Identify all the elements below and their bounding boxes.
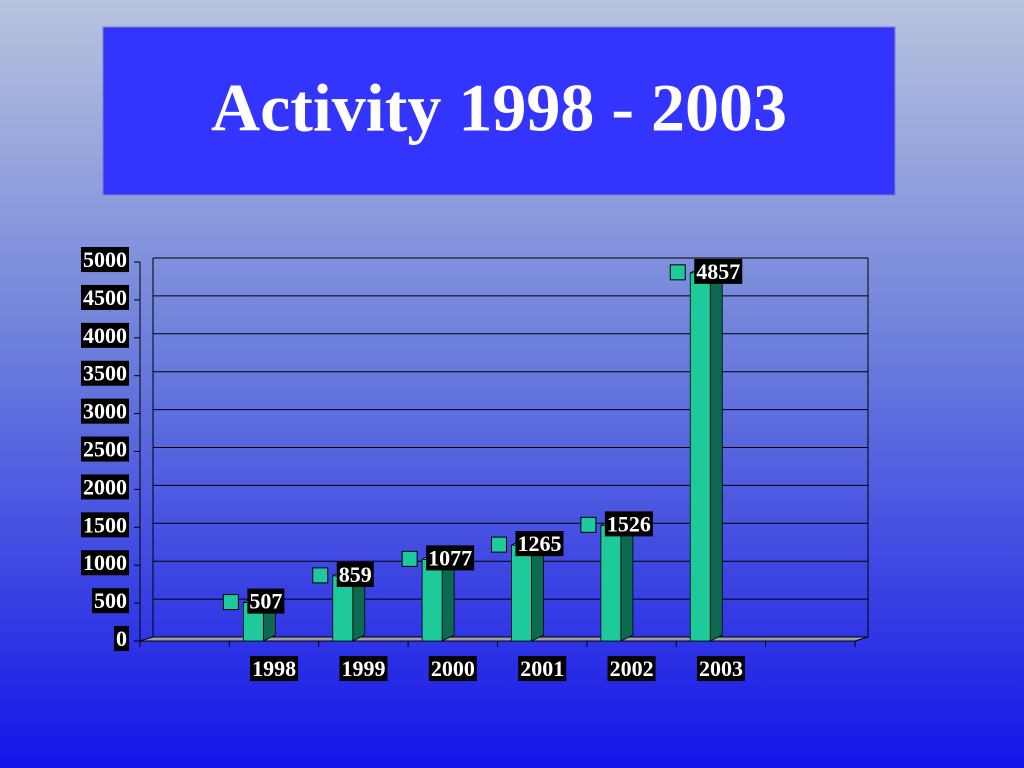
value-key	[222, 594, 239, 611]
bar	[511, 544, 532, 642]
value-key	[401, 550, 418, 567]
value-label: 1077	[428, 545, 472, 570]
chart-title: Activity 1998 - 2003	[211, 70, 787, 146]
x-tick-label-box	[518, 656, 567, 682]
y-tick-label-box	[81, 436, 129, 462]
y-tick-label: 2500	[83, 437, 127, 462]
y-tick-label-box	[81, 398, 129, 424]
value-label: 4857	[696, 259, 740, 284]
value-label-box	[336, 561, 374, 587]
x-tick-label-box	[607, 656, 656, 682]
value-label: 507	[249, 589, 282, 614]
x-tick-label-box	[339, 656, 388, 682]
y-tick-label-box	[81, 512, 129, 538]
x-tick-label-box	[428, 656, 477, 682]
bar	[421, 558, 443, 642]
value-key	[669, 264, 686, 281]
value-label-box	[694, 258, 743, 284]
y-tick-label-box	[114, 626, 129, 652]
y-tick-label: 5000	[83, 247, 127, 272]
value-label: 859	[339, 562, 372, 587]
y-tick-label-box	[81, 284, 129, 310]
y-tick-label-box	[81, 247, 129, 273]
value-label-box	[515, 531, 564, 557]
y-tick-label-box	[81, 474, 129, 500]
y-tick-label: 3500	[83, 361, 127, 386]
x-tick-label: 2002	[610, 656, 654, 681]
bar	[689, 272, 711, 642]
y-tick-label: 1500	[83, 512, 127, 537]
value-label-box	[426, 545, 475, 571]
y-tick-label: 4500	[83, 285, 127, 310]
x-tick-label: 2000	[431, 656, 475, 681]
x-tick-label: 1999	[341, 656, 385, 681]
x-tick-label: 1998	[252, 656, 296, 681]
title-box	[102, 26, 896, 196]
x-tick-label-box	[696, 656, 745, 682]
y-tick-label-box	[81, 322, 129, 348]
bar	[600, 524, 622, 642]
y-tick-label: 1000	[83, 550, 127, 575]
x-tick-label: 2003	[699, 656, 743, 681]
value-key	[580, 516, 597, 533]
value-label-box	[604, 511, 653, 537]
y-tick-label-box	[81, 360, 129, 386]
value-label: 1526	[607, 511, 651, 536]
y-tick-label: 2000	[83, 474, 127, 499]
y-tick-label: 3000	[83, 399, 127, 424]
bar-side	[709, 266, 723, 642]
y-tick-label: 4000	[83, 323, 127, 348]
bar-side	[620, 518, 634, 642]
x-tick-label-box	[250, 656, 299, 682]
y-tick-label: 0	[116, 626, 127, 651]
y-tick-label-box	[92, 588, 129, 614]
x-tick-label: 2001	[520, 656, 564, 681]
value-label-box	[247, 588, 285, 614]
y-tick-label-box	[81, 550, 129, 576]
value-key	[312, 567, 329, 584]
value-key	[491, 536, 507, 553]
value-label: 1265	[518, 531, 562, 556]
y-tick-label: 500	[94, 588, 127, 613]
